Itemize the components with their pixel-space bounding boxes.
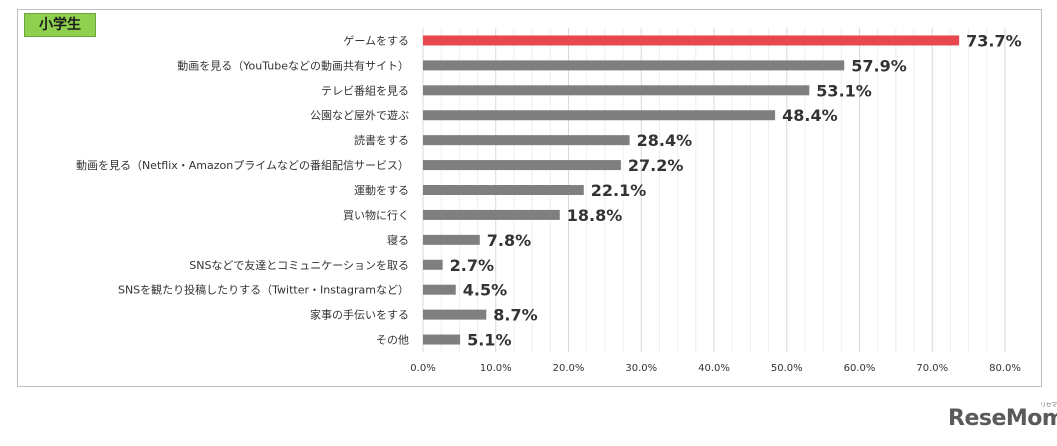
category-label: その他 (376, 334, 409, 347)
value-label: 5.1% (467, 331, 511, 350)
resemom-logo: ReseMom リセマム (948, 402, 1057, 431)
value-label: 48.4% (782, 106, 838, 125)
category-label: 家事の手伝いをする (310, 308, 409, 322)
x-tick-label: 60.0% (844, 363, 876, 374)
x-tick-label: 0.0% (410, 363, 435, 374)
category-label: ゲームをする (343, 34, 409, 47)
logo-text: ReseMom (948, 406, 1057, 431)
value-label: 2.7% (450, 256, 494, 275)
category-label: 読書をする (354, 133, 409, 147)
panel-label: 小学生 (24, 13, 96, 37)
bar (423, 85, 810, 96)
chart-frame (17, 9, 1042, 387)
bars (423, 35, 960, 345)
bar (423, 209, 560, 220)
category-label: SNSなどで友達とコミュニケーションを取る (189, 258, 409, 272)
bar (423, 135, 630, 146)
category-label: 寝る (387, 233, 409, 247)
value-label: 73.7% (966, 31, 1022, 50)
value-labels: 73.7% 57.9% 53.1% 48.4% 28.4% 27.2% 22.1% 18.8%… (450, 31, 1022, 349)
bar (423, 35, 960, 46)
logo-subtext: リセマム (1040, 402, 1057, 409)
value-label: 22.1% (591, 181, 647, 200)
x-tick-labels: 0.0% 10.0% 20.0% 30.0% 40.0% 50.0% 60.0% 70.0% 8… (410, 363, 1021, 374)
x-tick-label: 30.0% (625, 363, 657, 374)
x-tick-label: 80.0% (989, 363, 1021, 374)
bar (423, 110, 776, 121)
category-label: 動画を見る（YouTubeなどの動画共有サイト） (177, 58, 409, 72)
x-tick-label: 20.0% (553, 363, 585, 374)
category-label: SNSを観たり投稿したりする（Twitter・Instagramなど） (118, 283, 409, 297)
bar (423, 185, 584, 195)
x-tick-label: 10.0% (480, 363, 512, 374)
value-label: 57.9% (851, 56, 907, 75)
bar (423, 334, 461, 345)
bar (423, 284, 456, 295)
x-tick-label: 70.0% (916, 363, 948, 374)
category-label: 運動をする (354, 183, 409, 197)
bar (423, 160, 621, 171)
bar (423, 259, 443, 270)
bar (423, 309, 487, 320)
bar (423, 234, 480, 245)
category-label: 買い物に行く (343, 208, 409, 222)
value-label: 4.5% (463, 281, 507, 300)
category-label: 公園など屋外で遊ぶ (310, 108, 409, 122)
value-label: 7.8% (487, 231, 531, 250)
value-label: 8.7% (493, 306, 537, 325)
x-tick-label: 50.0% (771, 363, 803, 374)
category-label: テレビ番組を見る (321, 84, 409, 97)
x-tick-label: 40.0% (698, 363, 730, 374)
value-label: 53.1% (816, 81, 872, 100)
value-label: 27.2% (628, 156, 684, 175)
category-label: 動画を見る（Netflix・Amazonプライムなどの番組配信サービス） (76, 158, 409, 172)
bar (423, 60, 845, 71)
value-label: 28.4% (637, 131, 693, 150)
value-label: 18.8% (567, 206, 623, 225)
